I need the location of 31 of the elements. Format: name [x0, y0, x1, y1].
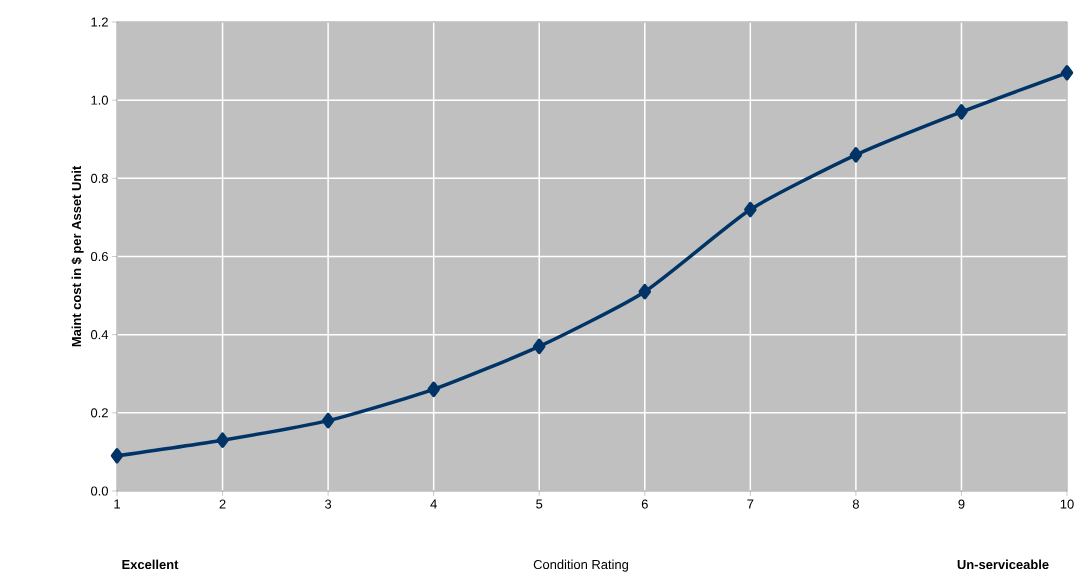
point: [110, 448, 124, 464]
point: [216, 432, 229, 448]
x-tick-label: 1: [114, 499, 120, 509]
x-tick-label: 6: [641, 499, 648, 509]
y-tick-label: 0.6: [90, 251, 108, 262]
y-tick-label: 0.2: [90, 408, 108, 418]
x-tick-label: 4: [430, 499, 437, 509]
point: [321, 412, 335, 429]
text: Un-serviceable: [957, 559, 1049, 570]
x-tick-label: 7: [747, 499, 754, 509]
x-tick-label: 10: [1060, 499, 1074, 509]
x-tick-label: 5: [536, 499, 543, 509]
y-tick-label: 1.2: [91, 17, 108, 27]
y-axis-title: Maint cost in $ per Asset Unit: [71, 165, 84, 347]
point: [638, 283, 652, 300]
y-tick-label: 0.4: [90, 330, 109, 340]
x-tick-label: 9: [958, 499, 965, 509]
point: [955, 104, 968, 120]
point: [533, 338, 546, 355]
point: [849, 147, 863, 163]
point: [1060, 65, 1074, 81]
y-tick-label: 1.0: [91, 95, 108, 105]
y-tick-label: 0.8: [90, 173, 108, 183]
x-tick-label: 2: [219, 499, 226, 509]
text: Excellent: [122, 559, 179, 570]
x-tick-label: 3: [325, 499, 332, 509]
x-axis-title: Condition Rating: [533, 559, 629, 572]
y-tick-label: 0.0: [90, 486, 108, 496]
point: [427, 381, 440, 398]
point: [744, 201, 757, 218]
x-tick-label: 8: [852, 499, 859, 509]
